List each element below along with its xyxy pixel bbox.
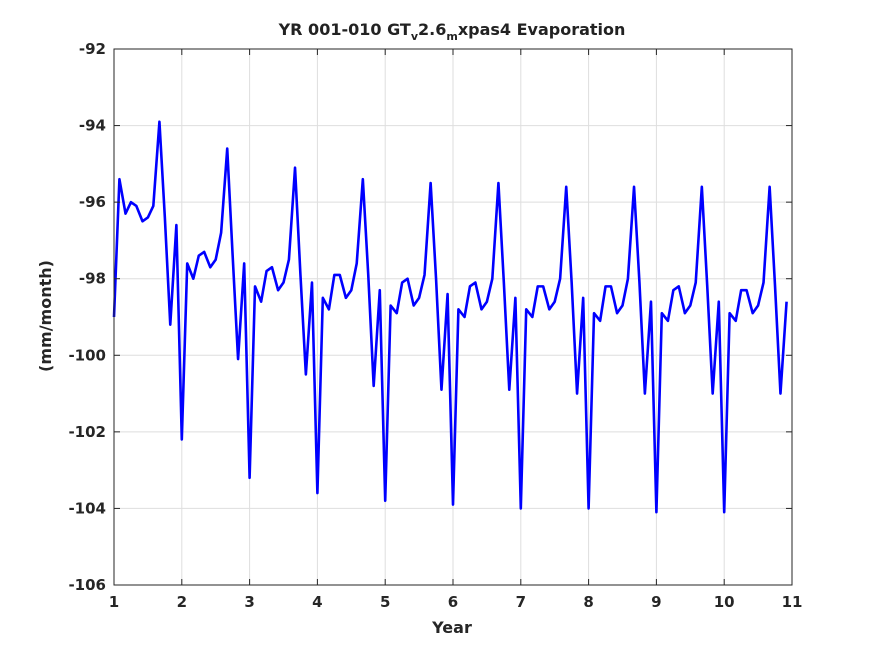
title-subscript-2: m — [446, 30, 457, 43]
y-tick-label: -100 — [68, 346, 106, 364]
y-axis-ticks: -92 -94 -96 -98 -100 -102 -104 -106 — [68, 40, 792, 594]
title-prefix: YR 001-010 GT — [278, 20, 411, 39]
title-suffix: xpas4 Evaporation — [458, 20, 626, 39]
x-axis-ticks: 1 2 3 4 5 6 7 8 9 10 11 — [109, 49, 803, 611]
y-tick-label: -104 — [68, 499, 106, 517]
x-tick-label: 4 — [312, 593, 322, 611]
x-tick-label: 1 — [109, 593, 119, 611]
y-tick-label: -96 — [79, 193, 106, 211]
y-tick-label: -102 — [68, 423, 106, 441]
y-tick-label: -98 — [79, 270, 106, 288]
y-axis-label: (mm/month) — [36, 260, 55, 372]
x-tick-label: 11 — [782, 593, 803, 611]
x-tick-label: 10 — [714, 593, 735, 611]
x-tick-label: 3 — [244, 593, 254, 611]
x-tick-label: 5 — [380, 593, 390, 611]
y-tick-label: -94 — [79, 117, 106, 135]
x-axis-label: Year — [431, 618, 472, 637]
title-mid: 2.6 — [418, 20, 446, 39]
series-line — [112, 120, 788, 514]
x-tick-label: 9 — [651, 593, 661, 611]
x-tick-label: 8 — [583, 593, 593, 611]
x-tick-label: 7 — [516, 593, 526, 611]
title-subscript-1: v — [411, 30, 419, 43]
x-tick-label: 6 — [448, 593, 458, 611]
y-tick-label: -106 — [68, 576, 106, 594]
chart-title: YR 001-010 GTv2.6mxpas4 Evaporation — [278, 20, 626, 43]
x-tick-label: 2 — [177, 593, 187, 611]
y-tick-label: -92 — [79, 40, 106, 58]
